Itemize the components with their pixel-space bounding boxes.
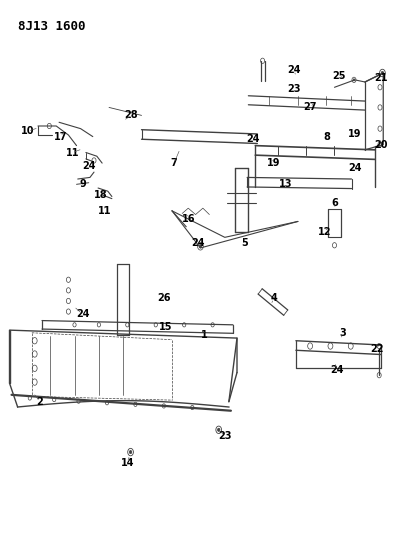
Text: 11: 11 xyxy=(98,206,112,216)
Text: 11: 11 xyxy=(66,148,79,158)
Circle shape xyxy=(199,245,202,248)
Text: 6: 6 xyxy=(331,198,338,208)
Text: 24: 24 xyxy=(76,309,90,319)
Text: 24: 24 xyxy=(82,161,95,171)
Circle shape xyxy=(353,79,355,81)
Text: 23: 23 xyxy=(287,84,301,94)
Text: 10: 10 xyxy=(21,126,34,136)
Text: 4: 4 xyxy=(270,293,277,303)
Text: 13: 13 xyxy=(279,179,292,189)
Text: 8J13 1600: 8J13 1600 xyxy=(18,20,85,33)
Text: 25: 25 xyxy=(332,70,345,80)
Text: 19: 19 xyxy=(267,158,280,168)
Text: 22: 22 xyxy=(371,344,384,354)
Text: 3: 3 xyxy=(339,328,346,338)
Text: 9: 9 xyxy=(79,179,86,189)
Text: 8: 8 xyxy=(323,132,330,142)
Circle shape xyxy=(381,71,384,75)
Text: 5: 5 xyxy=(242,238,249,248)
Text: 24: 24 xyxy=(330,365,343,375)
Text: 2: 2 xyxy=(36,397,43,407)
Text: 24: 24 xyxy=(247,134,260,144)
Text: 26: 26 xyxy=(157,293,171,303)
Text: 23: 23 xyxy=(218,431,231,441)
Text: 18: 18 xyxy=(94,190,108,200)
Text: 14: 14 xyxy=(121,458,134,467)
Text: 17: 17 xyxy=(54,132,67,142)
Circle shape xyxy=(218,428,220,431)
Text: 24: 24 xyxy=(348,164,362,173)
Text: 21: 21 xyxy=(375,73,388,83)
Circle shape xyxy=(129,450,132,454)
Text: 24: 24 xyxy=(287,66,301,75)
Text: 12: 12 xyxy=(317,227,331,237)
Text: 19: 19 xyxy=(348,129,362,139)
Text: 20: 20 xyxy=(375,140,388,150)
Text: 1: 1 xyxy=(201,330,208,341)
Text: 27: 27 xyxy=(303,102,317,112)
Text: 28: 28 xyxy=(125,110,138,120)
Text: 24: 24 xyxy=(192,238,205,248)
Text: 15: 15 xyxy=(159,322,173,333)
Text: 7: 7 xyxy=(171,158,178,168)
Text: 16: 16 xyxy=(182,214,195,224)
